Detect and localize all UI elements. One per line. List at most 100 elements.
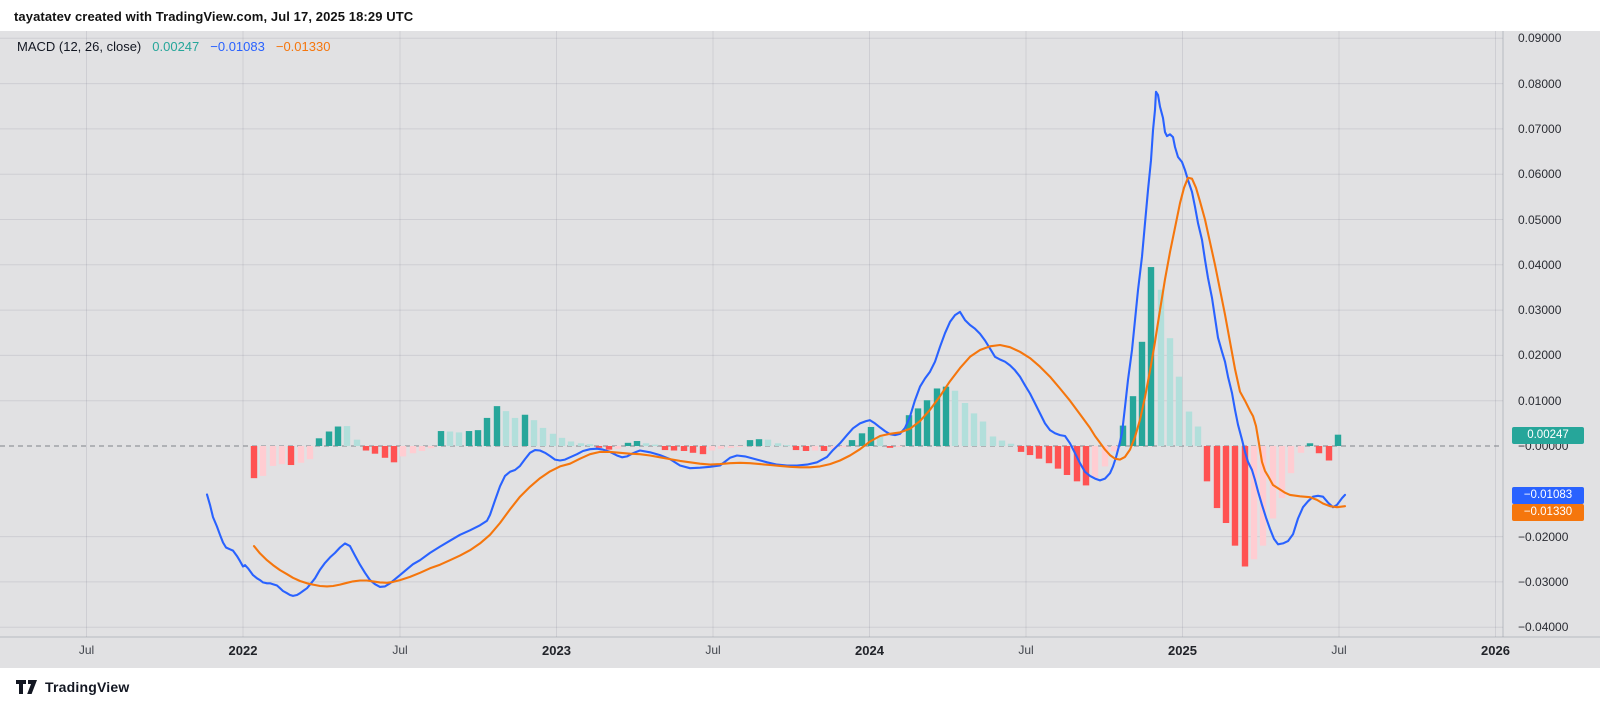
- time-axis-year-label: 2023: [542, 643, 571, 658]
- macd-histogram-bar: [642, 443, 650, 446]
- macd-histogram-bar: [680, 446, 688, 451]
- macd-histogram-bar: [1325, 446, 1333, 461]
- time-axis-month-label: Jul: [1331, 643, 1347, 657]
- macd-histogram-bar: [1091, 446, 1099, 478]
- macd-histogram-bar: [736, 446, 744, 447]
- macd-histogram-bar: [746, 440, 754, 446]
- macd-histogram-bar: [858, 433, 866, 446]
- macd-histogram-bar: [315, 438, 323, 446]
- macd-chart-panel[interactable]: MACD (12, 26, close) 0.00247 −0.01083 −0.01…: [0, 31, 1600, 668]
- macd-histogram-bar: [923, 400, 931, 446]
- macd-histogram-bar: [708, 446, 716, 451]
- price-badge-hist: 0.00247: [1512, 427, 1584, 444]
- tradingview-attribution[interactable]: TradingView: [15, 676, 129, 698]
- macd-histogram-bar: [297, 446, 305, 463]
- macd-histogram-bar: [530, 420, 538, 446]
- indicator-title: MACD (12, 26, close): [17, 39, 142, 54]
- macd-histogram-bar: [1185, 411, 1193, 446]
- macd-histogram-bar: [418, 446, 426, 451]
- price-scale-label: 0.02000: [1518, 348, 1562, 363]
- legend-signal-value: −0.01330: [275, 39, 331, 54]
- macd-histogram-bar: [511, 417, 519, 446]
- macd-histogram-bar: [1269, 446, 1277, 519]
- price-scale-label: 0.04000: [1518, 257, 1562, 272]
- macd-histogram-bar: [1138, 341, 1146, 446]
- tradingview-logo-icon: [16, 680, 37, 694]
- macd-histogram-bar: [1306, 443, 1314, 446]
- price-scale-label: 0.03000: [1518, 303, 1562, 318]
- macd-plot-canvas[interactable]: [0, 31, 1600, 668]
- macd-histogram-bar: [670, 446, 678, 451]
- macd-histogram-bar: [325, 431, 333, 446]
- macd-histogram-bar: [1054, 446, 1062, 469]
- macd-histogram-bar: [465, 431, 473, 446]
- macd-histogram-bar: [783, 445, 791, 447]
- indicator-legend[interactable]: MACD (12, 26, close) 0.00247 −0.01083 −0.01…: [17, 39, 330, 56]
- macd-histogram-bar: [409, 446, 417, 454]
- macd-histogram-bar: [1194, 426, 1202, 446]
- legend-histogram-value: 0.00247: [152, 39, 200, 54]
- time-axis-month-label: Jul: [1018, 643, 1034, 657]
- macd-histogram-bar: [1203, 446, 1211, 482]
- macd-histogram-bar: [1287, 446, 1295, 474]
- macd-histogram-bar: [595, 446, 603, 448]
- time-axis-month-label: Jul: [392, 643, 408, 657]
- price-scale-label: 0.05000: [1518, 212, 1562, 227]
- price-scale-label: 0.07000: [1518, 121, 1562, 136]
- macd-histogram-bar: [1063, 446, 1071, 475]
- price-scale-label: −0.03000: [1518, 574, 1569, 589]
- time-axis-year-label: 2025: [1168, 643, 1197, 658]
- macd-histogram-bar: [1259, 446, 1267, 546]
- macd-histogram-bar: [567, 441, 575, 446]
- macd-histogram-bar: [390, 446, 398, 463]
- macd-histogram-bar: [914, 408, 922, 446]
- macd-histogram-bar: [689, 446, 697, 453]
- signal-line: [252, 176, 1347, 588]
- macd-histogram-bar: [848, 440, 856, 446]
- macd-histogram-bar: [755, 439, 763, 446]
- macd-histogram-bar: [437, 431, 445, 446]
- macd-histogram-bar: [250, 446, 258, 479]
- page-title: tayatatev created with TradingView.com, …: [14, 9, 414, 24]
- macd-histogram-bar: [483, 417, 491, 446]
- macd-histogram-bar: [1073, 446, 1081, 482]
- price-scale-label: −0.02000: [1518, 529, 1569, 544]
- macd-histogram-bar: [970, 413, 978, 446]
- macd-histogram-bar: [839, 446, 847, 448]
- macd-histogram-bar: [1297, 446, 1305, 453]
- time-axis-year-label: 2024: [855, 643, 884, 658]
- macd-histogram-bar: [502, 411, 510, 446]
- macd-histogram-bar: [942, 386, 950, 446]
- macd-histogram-bar: [353, 439, 361, 446]
- time-axis-year-label: 2026: [1481, 643, 1510, 658]
- macd-histogram-bar: [727, 446, 735, 448]
- macd-histogram-bar: [1101, 446, 1109, 467]
- price-scale-label: 0.06000: [1518, 167, 1562, 182]
- price-badge-macd: −0.01083: [1512, 486, 1584, 504]
- macd-histogram-bar: [802, 446, 810, 451]
- macd-histogram-bar: [371, 446, 379, 454]
- macd-histogram-bar: [651, 444, 659, 446]
- macd-histogram-bar: [287, 446, 295, 466]
- macd-histogram-bar: [614, 446, 622, 449]
- macd-histogram-bar: [1278, 446, 1286, 499]
- macd-histogram-bar: [1045, 446, 1053, 464]
- macd-histogram-bar: [343, 426, 351, 446]
- macd-histogram-bar: [493, 406, 501, 446]
- macd-histogram-bar: [1231, 446, 1239, 546]
- macd-histogram-bar: [989, 436, 997, 446]
- macd-histogram-bar: [998, 440, 1006, 446]
- price-scale-label: 0.08000: [1518, 76, 1562, 91]
- macd-histogram-bar: [905, 415, 913, 446]
- macd-histogram-bar: [558, 437, 566, 446]
- macd-histogram-bar: [933, 388, 941, 446]
- macd-histogram-bar: [1129, 396, 1137, 446]
- macd-histogram-bar: [830, 446, 838, 449]
- macd-histogram-bar: [1110, 446, 1118, 452]
- macd-histogram-bar: [1147, 267, 1155, 446]
- macd-histogram-bar: [605, 446, 613, 450]
- price-scale-label: −0.04000: [1518, 620, 1569, 635]
- macd-histogram-bar: [1250, 446, 1258, 560]
- macd-histogram-bar: [577, 443, 585, 446]
- macd-histogram-bar: [1119, 425, 1127, 446]
